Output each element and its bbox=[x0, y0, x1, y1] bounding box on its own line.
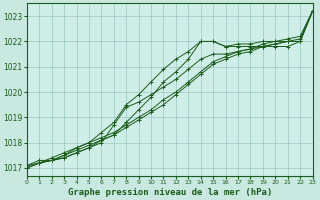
X-axis label: Graphe pression niveau de la mer (hPa): Graphe pression niveau de la mer (hPa) bbox=[68, 188, 272, 197]
